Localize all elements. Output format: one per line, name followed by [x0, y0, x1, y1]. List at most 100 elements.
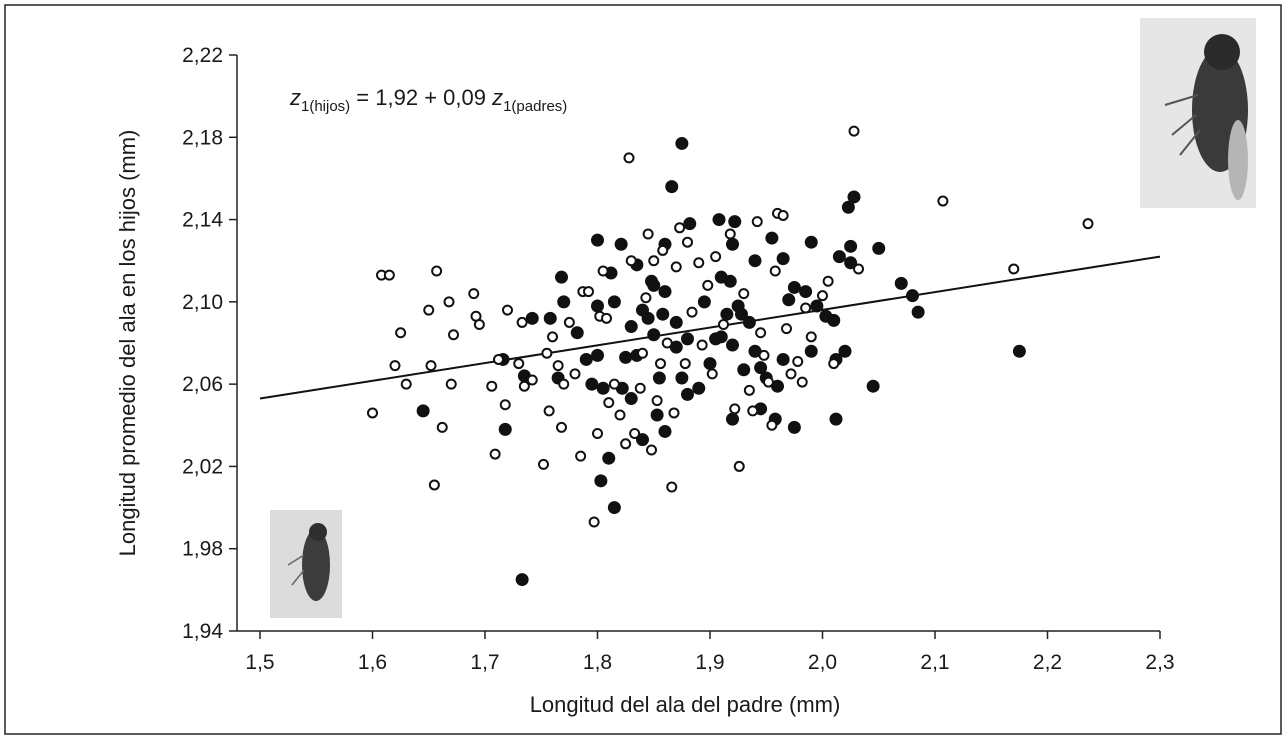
point [636, 433, 649, 447]
point [781, 323, 792, 335]
x-axis-label: Longitud del ala del padre (mm) [530, 692, 841, 717]
point [723, 274, 737, 288]
point [675, 371, 689, 385]
point [570, 326, 584, 340]
y-tick-label: 2,22 [182, 44, 223, 67]
point [575, 450, 587, 462]
point [726, 412, 739, 426]
point [670, 261, 682, 273]
point [367, 407, 378, 419]
y-tick-label: 1,94 [182, 620, 223, 643]
point [706, 368, 718, 380]
point [518, 380, 530, 392]
point [445, 378, 457, 390]
point [810, 299, 824, 313]
point [658, 285, 672, 299]
point [608, 378, 620, 390]
point [782, 293, 796, 307]
point [758, 349, 770, 361]
point [619, 350, 633, 364]
point [583, 286, 594, 298]
point [1082, 218, 1094, 230]
point [647, 278, 661, 292]
point [486, 380, 498, 392]
point [748, 254, 762, 268]
point [894, 276, 908, 290]
point [547, 331, 558, 343]
point [804, 235, 818, 249]
point [585, 377, 599, 391]
point [911, 305, 925, 319]
point [1008, 263, 1020, 275]
point [428, 479, 440, 491]
point [847, 190, 861, 204]
point [624, 320, 638, 334]
point [591, 348, 604, 362]
point [792, 356, 804, 368]
point [602, 451, 616, 465]
point [755, 327, 767, 339]
point [827, 313, 841, 327]
point [642, 228, 654, 240]
point [844, 256, 858, 270]
point [799, 285, 813, 299]
point [666, 481, 678, 493]
point [655, 358, 666, 370]
point [747, 405, 759, 417]
trend-line [259, 255, 1161, 400]
point [468, 288, 480, 300]
fly-photo [1140, 18, 1256, 208]
point [738, 288, 750, 300]
y-tick-label: 2,10 [182, 291, 223, 314]
point [681, 387, 694, 401]
point [766, 419, 778, 431]
point [841, 200, 855, 214]
point [661, 337, 673, 349]
point [763, 376, 774, 388]
point [906, 289, 919, 303]
point [737, 363, 751, 377]
point [805, 331, 817, 343]
point [714, 330, 728, 344]
point [516, 316, 528, 328]
x-tick-label: 2,2 [1033, 651, 1062, 674]
point [637, 347, 648, 359]
x-tick-label: 1,8 [583, 651, 612, 674]
x-tick-label: 1,9 [695, 651, 724, 674]
equation-part: 1(hijos) [301, 98, 350, 115]
point [425, 360, 437, 372]
point [656, 307, 670, 321]
point [557, 295, 571, 309]
point [436, 421, 448, 433]
point [650, 408, 664, 422]
point [601, 312, 612, 324]
y-tick-label: 2,18 [182, 126, 223, 149]
point [569, 368, 581, 380]
point [592, 428, 603, 440]
point [579, 352, 593, 366]
point [735, 307, 748, 321]
point [776, 252, 790, 266]
point [594, 474, 608, 488]
point [785, 368, 797, 380]
point [710, 251, 722, 263]
point [526, 374, 538, 386]
point [838, 344, 852, 358]
point [729, 403, 741, 415]
point [389, 360, 401, 372]
point [937, 195, 949, 207]
point [596, 381, 610, 395]
point [623, 152, 635, 164]
point [679, 358, 691, 370]
point [588, 516, 600, 528]
point [665, 180, 679, 194]
point [787, 280, 801, 294]
point [832, 250, 846, 264]
point [493, 353, 504, 365]
point [718, 318, 729, 330]
point [697, 295, 711, 309]
point [743, 384, 755, 396]
point [669, 315, 683, 329]
point [872, 241, 886, 255]
